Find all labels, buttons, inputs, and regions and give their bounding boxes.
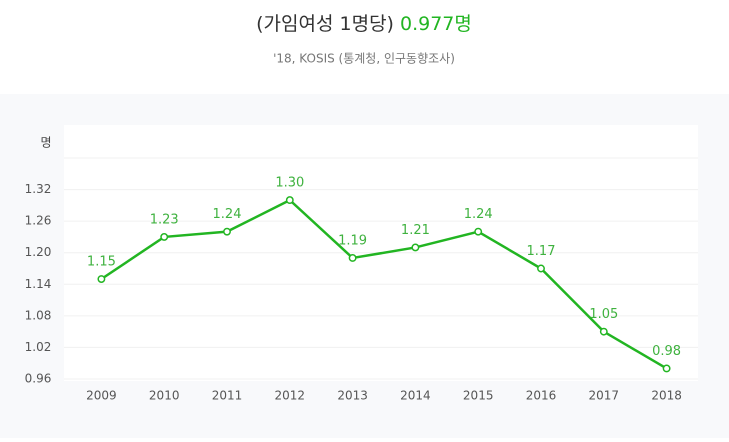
x-tick-label: 2018 <box>651 389 682 403</box>
x-tick-label: 2010 <box>149 389 180 403</box>
value-label: 1.30 <box>275 176 304 191</box>
x-tick-label: 2014 <box>400 389 431 403</box>
point <box>223 227 231 236</box>
x-tick-label: 2012 <box>275 389 306 403</box>
value-label: 1.24 <box>464 207 493 222</box>
y-tick-label: 0.96 <box>25 372 52 386</box>
value-label: 1.19 <box>338 233 367 248</box>
point <box>411 243 420 252</box>
title-value: 0.977명 <box>400 13 472 35</box>
x-tick-label: 2017 <box>589 389 620 403</box>
y-tick-label: 1.02 <box>25 340 52 354</box>
value-label: 1.17 <box>527 244 556 259</box>
x-tick-label: 2011 <box>212 389 243 403</box>
value-label: 0.98 <box>652 344 681 359</box>
point <box>348 254 357 262</box>
point <box>285 196 294 205</box>
y-tick-label: 1.20 <box>25 245 52 259</box>
title-text: (가임여성 1명당) <box>256 13 394 35</box>
value-label: 1.15 <box>87 255 116 270</box>
y-tick-label: 1.14 <box>25 277 52 291</box>
y-tick-label: 1.32 <box>25 182 52 196</box>
point <box>474 227 483 236</box>
point <box>97 275 106 283</box>
value-label: 1.23 <box>150 212 179 227</box>
subtitle: '18, KOSIS (통계청, 인구동향조사) <box>273 52 455 66</box>
point <box>662 364 671 373</box>
x-tick-label: 2016 <box>526 389 557 403</box>
value-label: 1.24 <box>213 207 242 222</box>
chart-title: (가임여성 1명당) 0.977명 <box>256 13 472 35</box>
line-series <box>100 198 668 370</box>
y-axis-label: 명 <box>40 136 51 150</box>
x-tick-label: 2009 <box>86 389 117 403</box>
point <box>599 327 608 336</box>
value-label: 1.05 <box>589 307 618 322</box>
point <box>160 232 169 241</box>
x-tick-label: 2013 <box>337 389 368 403</box>
y-tick-label: 1.08 <box>25 308 52 322</box>
value-label: 1.21 <box>401 223 430 238</box>
y-tick-label: 1.26 <box>25 214 52 228</box>
x-tick-label: 2015 <box>463 389 494 403</box>
point <box>537 264 545 273</box>
